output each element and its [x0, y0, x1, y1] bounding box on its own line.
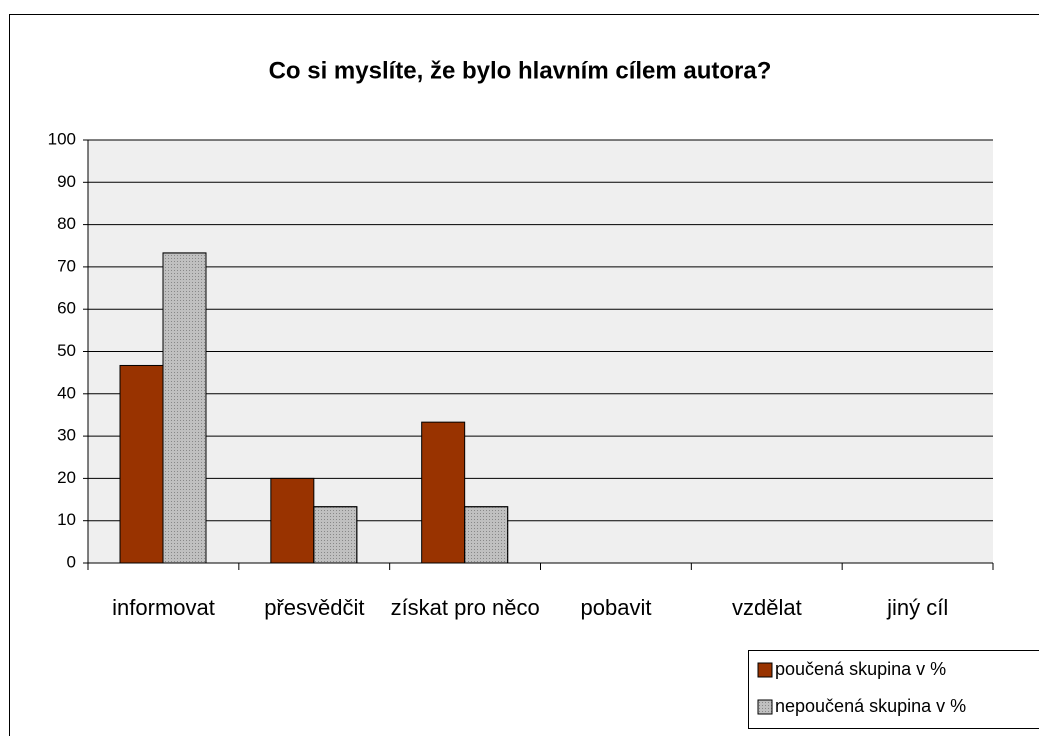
bar-hatch [162, 252, 207, 564]
y-tick-label: 70 [57, 256, 76, 275]
y-tick-label: 0 [67, 552, 76, 571]
y-tick-label: 30 [57, 426, 76, 445]
y-tick-label: 10 [57, 510, 76, 529]
x-tick-label: vzdělat [731, 595, 802, 620]
y-tick-label: 40 [57, 383, 76, 402]
x-tick-label: pobavit [580, 595, 652, 620]
y-tick-label: 100 [48, 129, 76, 148]
x-tick-label: informovat [112, 595, 215, 620]
x-tick-label: získat pro něco [390, 595, 540, 620]
bar [119, 364, 164, 564]
y-tick-label: 50 [57, 341, 76, 360]
legend-box [748, 650, 1039, 729]
y-tick-label: 80 [57, 214, 76, 233]
legend-swatch [757, 662, 773, 678]
legend-label: poučená skupina v % [775, 659, 946, 679]
y-tick-label: 60 [57, 299, 76, 318]
legend-hatch [757, 699, 773, 715]
bar-hatch [464, 506, 509, 564]
legend-label: nepoučená skupina v % [775, 696, 966, 716]
bar [270, 477, 315, 564]
x-tick-label: jiný cíl [887, 595, 949, 620]
bar-hatch [313, 506, 358, 564]
chart-title: Co si myslíte, že bylo hlavním cílem aut… [269, 57, 772, 84]
bar [421, 421, 466, 564]
x-tick-label: přesvědčit [264, 595, 365, 620]
y-tick-label: 20 [57, 468, 76, 487]
y-tick-label: 90 [57, 172, 76, 191]
